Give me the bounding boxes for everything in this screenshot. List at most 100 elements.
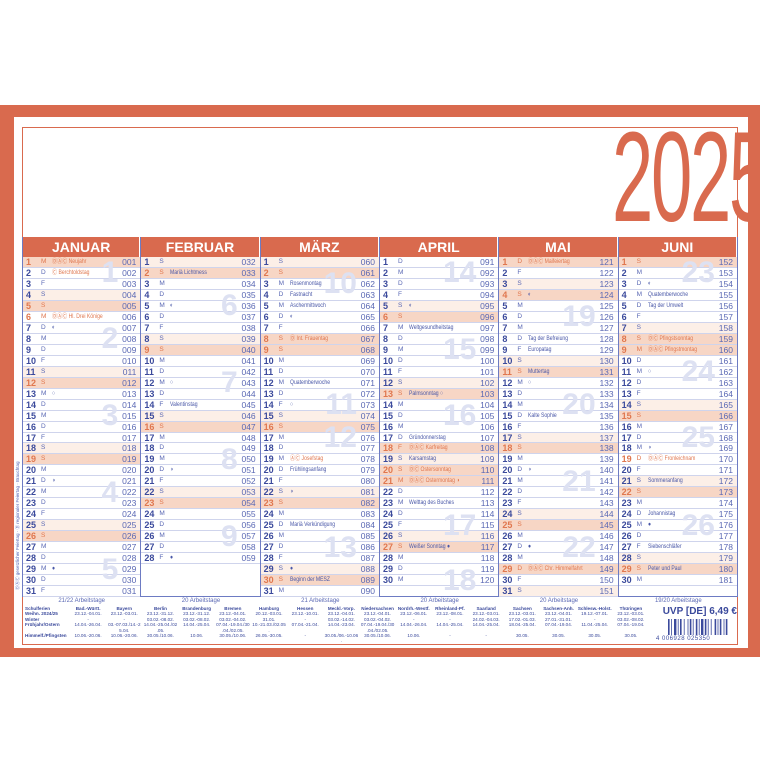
day-row[interactable]: 21 M 141: [499, 476, 618, 488]
day-row[interactable]: 9 S 040: [141, 344, 260, 356]
day-row[interactable]: 10 M 069: [260, 356, 379, 367]
day-row[interactable]: 18 F ⒹⒶⒸ Karfreitag 108: [379, 443, 499, 455]
day-row[interactable]: 9 M ⒹⒶⒸ Pfingstmontag 160: [618, 344, 737, 356]
day-row[interactable]: 3 D ◐ 154: [618, 279, 737, 290]
day-row[interactable]: 26 M 085: [260, 531, 379, 543]
day-row[interactable]: 30 M 120: [379, 575, 499, 587]
day-row[interactable]: 22 S 173: [618, 487, 737, 499]
day-row[interactable]: 5 M 125: [499, 301, 618, 312]
day-row[interactable]: 31 M 090: [260, 586, 379, 598]
day-row[interactable]: 22 S 053: [141, 487, 260, 499]
day-row[interactable]: 29 S ● 088: [260, 564, 379, 576]
day-row[interactable]: 28 S 179: [618, 553, 737, 565]
day-row[interactable]: 28 M 118: [379, 553, 499, 565]
day-row[interactable]: 27 D 086: [260, 542, 379, 554]
day-row[interactable]: 19 M 050: [141, 454, 260, 466]
day-row[interactable]: 12 M Quatemberwoche 071: [260, 378, 379, 389]
day-row[interactable]: 16 M 167: [618, 422, 737, 433]
day-row[interactable]: 28 D 028: [23, 553, 141, 565]
day-row[interactable]: 19 S Karsamstag 109: [379, 454, 499, 466]
day-row[interactable]: 27 M 027: [23, 542, 141, 554]
day-row[interactable]: 20 F 171: [618, 465, 737, 477]
day-row[interactable]: 21 D ◑ 021: [23, 476, 141, 488]
day-row[interactable]: 1 S 060: [260, 257, 379, 268]
day-row[interactable]: 13 D 072: [260, 389, 379, 400]
day-row[interactable]: 16 S 075: [260, 421, 379, 433]
day-row[interactable]: 25 S 145: [499, 520, 618, 532]
day-row[interactable]: 11 F 101: [379, 367, 499, 378]
day-row[interactable]: 27 D ● 147: [499, 542, 618, 554]
day-row[interactable]: 11 D 070: [260, 367, 379, 378]
day-row[interactable]: 23 M Welttag des Buches 113: [379, 498, 499, 510]
day-row[interactable]: 21 S Sommeranfang 172: [618, 476, 737, 488]
day-row[interactable]: 1 D ⒹⒶⒸ Maifeiertag 121: [499, 257, 618, 268]
day-row[interactable]: 7 F 066: [260, 323, 379, 334]
day-row[interactable]: 22 S ◑ 081: [260, 487, 379, 499]
day-row[interactable]: 19 S 019: [23, 454, 141, 466]
day-row[interactable]: 9 F Europatag 129: [499, 345, 618, 356]
day-row[interactable]: 24 M 083: [260, 509, 379, 521]
day-row[interactable]: 9 S 068: [260, 344, 379, 356]
day-row[interactable]: 13 D 133: [499, 389, 618, 400]
day-row[interactable]: 2 S 061: [260, 267, 379, 279]
day-row[interactable]: 18 S 138: [499, 443, 618, 455]
day-row[interactable]: 16 M 106: [379, 422, 499, 433]
day-row[interactable]: 2 M 153: [618, 268, 737, 279]
day-row[interactable]: 21 F 052: [141, 476, 260, 488]
day-row[interactable]: 28 M 148: [499, 553, 618, 565]
day-row[interactable]: 8 D 098: [379, 334, 499, 345]
day-row[interactable]: 9 D 009: [23, 345, 141, 356]
day-row[interactable]: 18 D 049: [141, 443, 260, 455]
day-row[interactable]: 13 M ○ 013: [23, 389, 141, 400]
day-row[interactable]: 31 F 031: [23, 586, 141, 598]
day-row[interactable]: 9 M 099: [379, 345, 499, 356]
day-row[interactable]: 5 S ◐ 095: [379, 300, 499, 312]
day-row[interactable]: 18 S 018: [23, 443, 141, 455]
day-row[interactable]: 16 F 136: [499, 422, 618, 433]
day-row[interactable]: 1 D 091: [379, 257, 499, 268]
day-row[interactable]: 31 S 151: [499, 586, 618, 598]
day-row[interactable]: 8 S 039: [141, 333, 260, 345]
day-row[interactable]: 2 F 122: [499, 268, 618, 279]
day-row[interactable]: 19 M ⒶⒸ Josefstag 078: [260, 454, 379, 466]
day-row[interactable]: 24 M 055: [141, 509, 260, 521]
day-row[interactable]: 30 M 181: [618, 575, 737, 587]
day-row[interactable]: 14 D 014: [23, 400, 141, 411]
day-row[interactable]: 14 F ○ 073: [260, 400, 379, 411]
day-row[interactable]: 2 M 092: [379, 268, 499, 279]
day-row[interactable]: 24 S 144: [499, 509, 618, 521]
day-row[interactable]: 29 S Peter und Paul 180: [618, 564, 737, 576]
day-row[interactable]: 7 D ◐ 007: [23, 323, 141, 334]
day-row[interactable]: 1 M ⒹⒶⒸ Neujahr 001: [23, 257, 141, 268]
day-row[interactable]: 8 D Tag der Befreiung 128: [499, 334, 618, 345]
day-row[interactable]: 13 F 164: [618, 389, 737, 400]
day-row[interactable]: 3 F 003: [23, 279, 141, 290]
day-row[interactable]: 29 D 119: [379, 564, 499, 576]
day-row[interactable]: 4 S 004: [23, 289, 141, 301]
day-row[interactable]: 11 M ○ 162: [618, 367, 737, 378]
day-row[interactable]: 7 M 127: [499, 323, 618, 334]
day-row[interactable]: 26 D 177: [618, 531, 737, 543]
day-row[interactable]: 6 D ◐ 065: [260, 312, 379, 323]
day-row[interactable]: 6 S 096: [379, 311, 499, 323]
day-row[interactable]: 4 F 094: [379, 290, 499, 301]
day-row[interactable]: 17 S 137: [499, 432, 618, 444]
day-row[interactable]: 21 F 080: [260, 476, 379, 488]
day-row[interactable]: 10 D 161: [618, 356, 737, 367]
day-row[interactable]: 12 M ○ 043: [141, 378, 260, 389]
day-row[interactable]: 21 M ⒹⒶⒸ Ostermontag ◑ 111: [379, 476, 499, 488]
day-row[interactable]: 25 D 056: [141, 520, 260, 532]
day-row[interactable]: 23 M 174: [618, 498, 737, 510]
day-row[interactable]: 20 D Frühlingsanfang 079: [260, 465, 379, 477]
day-row[interactable]: 7 F 038: [141, 323, 260, 334]
day-row[interactable]: 7 M Weltgesundheitstag 097: [379, 323, 499, 334]
day-row[interactable]: 4 M Quatemberwoche 155: [618, 290, 737, 301]
day-row[interactable]: 29 D ⒹⒶⒸ Chr. Himmelfahrt 149: [499, 564, 618, 576]
day-row[interactable]: 23 S 082: [260, 498, 379, 510]
day-row[interactable]: 22 D 142: [499, 487, 618, 499]
day-row[interactable]: 10 M 041: [141, 356, 260, 367]
day-row[interactable]: 6 D 037: [141, 312, 260, 323]
day-row[interactable]: 28 F 087: [260, 553, 379, 565]
day-row[interactable]: 3 S 123: [499, 278, 618, 290]
day-row[interactable]: 2 D Ⓒ Berchtoldstag 002: [23, 268, 141, 279]
